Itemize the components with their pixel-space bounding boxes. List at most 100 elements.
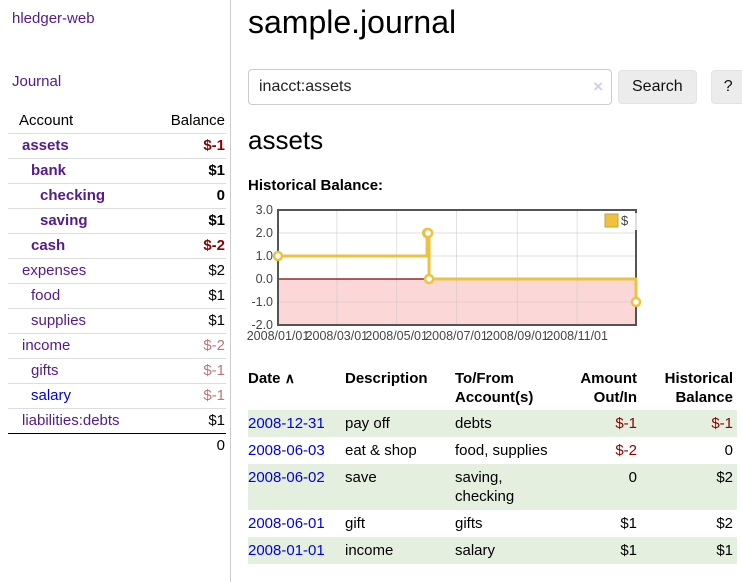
transaction-balance: $2	[716, 515, 733, 532]
account-balance: $-2	[145, 333, 226, 359]
account-row: cash $-2	[8, 233, 226, 259]
account-row: income $-2	[8, 333, 226, 359]
svg-text:2.0: 2.0	[256, 226, 273, 240]
account-link[interactable]: gifts	[31, 362, 59, 379]
accounts-tbody: assets $-1 bank $1 checking 0 saving $1 …	[8, 133, 226, 434]
sidebar: hledger-web Journal Account Balance asse…	[0, 0, 231, 582]
sort-asc-icon: ∧	[284, 370, 295, 386]
account-link[interactable]: bank	[31, 162, 67, 179]
account-heading: assets	[248, 125, 324, 155]
account-row: gifts $-1	[8, 358, 226, 384]
register-row: 2008-06-03 eat & shop food, supplies $-2…	[248, 437, 737, 464]
register-header-row: Date ∧ Description To/From Account(s) Am…	[248, 366, 737, 410]
transaction-date-link[interactable]: 2008-06-01	[248, 515, 325, 532]
register-row: 2008-01-01 income salary $1 $1	[248, 537, 737, 564]
svg-text:0.0: 0.0	[256, 272, 273, 286]
register-header-balance: Historical Balance	[664, 370, 733, 406]
register-header-amount: Amount Out/In	[580, 370, 637, 406]
accounts-header-balance: Balance	[145, 109, 226, 134]
svg-text:2008/11/01: 2008/11/01	[546, 329, 608, 343]
account-balance: 0	[145, 183, 226, 209]
transaction-date-link[interactable]: 2008-06-03	[248, 442, 325, 459]
search-button[interactable]: Search	[618, 70, 697, 104]
accounts-table: Account Balance assets $-1 bank $1 check…	[8, 109, 226, 458]
transaction-accounts: salary	[455, 542, 496, 559]
transaction-date-link[interactable]: 2008-01-01	[248, 542, 325, 559]
svg-text:3.0: 3.0	[256, 203, 273, 217]
transaction-description: income	[345, 542, 394, 559]
account-link[interactable]: assets	[22, 137, 69, 154]
svg-text:-2.0: -2.0	[251, 318, 273, 332]
svg-text:-1.0: -1.0	[251, 295, 273, 309]
svg-text:2008/03/01: 2008/03/01	[306, 329, 369, 343]
accounts-header-row: Account Balance	[8, 109, 226, 134]
register-row: 2008-12-31 pay off debts $-1 $-1	[248, 410, 737, 437]
account-row: bank $1	[8, 158, 226, 184]
transaction-amount: 0	[628, 469, 637, 486]
account-balance: $-1	[145, 358, 226, 384]
account-balance: $1	[145, 408, 226, 434]
page-title: sample.journal	[248, 4, 457, 40]
account-link[interactable]: cash	[31, 237, 66, 254]
svg-text:2008/01/01: 2008/01/01	[247, 329, 310, 343]
account-link[interactable]: supplies	[31, 312, 87, 329]
transaction-balance: $2	[716, 469, 733, 486]
account-link[interactable]: salary	[31, 387, 72, 404]
account-balance: $1	[145, 283, 226, 309]
accounts-total-balance: 0	[216, 437, 225, 454]
sidebar-item-journal[interactable]: Journal	[12, 73, 62, 90]
sort-by-date-link[interactable]: Date ∧	[248, 370, 295, 387]
account-link[interactable]: income	[22, 337, 71, 354]
search-box: ×	[248, 69, 612, 105]
search-bar: × Search ?	[248, 69, 742, 105]
account-row: checking 0	[8, 183, 226, 209]
app-title-link[interactable]: hledger-web	[12, 10, 95, 27]
account-row: food $1	[8, 283, 226, 309]
account-balance: $-2	[145, 233, 226, 259]
transaction-balance: $1	[716, 542, 733, 559]
account-row: expenses $2	[8, 258, 226, 284]
transaction-date-link[interactable]: 2008-06-02	[248, 469, 325, 486]
account-link[interactable]: expenses	[22, 262, 87, 279]
transaction-accounts: saving, checking	[455, 469, 515, 505]
help-button[interactable]: ?	[710, 70, 742, 104]
account-row: saving $1	[8, 208, 226, 234]
register-header-description: Description	[345, 370, 428, 387]
svg-text:2008/07/01: 2008/07/01	[425, 329, 488, 343]
accounts-header-account: Account	[8, 109, 146, 134]
account-link[interactable]: liabilities:debts	[22, 412, 120, 429]
transaction-description: gift	[345, 515, 366, 532]
svg-text:$: $	[621, 213, 629, 228]
account-row: supplies $1	[8, 308, 226, 334]
svg-text:1.0: 1.0	[256, 249, 273, 263]
historical-balance-chart: $3.0 2.0 1.0 0.0 -1.0 -2.0 2008/01/01 2008/03/0…	[247, 203, 648, 344]
register-row: 2008-06-02 save saving, checking 0 $2	[248, 464, 737, 510]
account-balance: $1	[145, 308, 226, 334]
transaction-amount: $-1	[615, 415, 637, 432]
register-tbody: 2008-12-31 pay off debts $-1 $-1 2008-06…	[248, 410, 737, 564]
svg-text:2008/09/01: 2008/09/01	[486, 329, 549, 343]
register-table: Date ∧ Description To/From Account(s) Am…	[248, 366, 737, 564]
transaction-accounts: gifts	[455, 515, 483, 532]
transaction-amount: $1	[620, 542, 637, 559]
account-row: liabilities:debts $1	[8, 408, 226, 434]
transaction-balance: $-1	[711, 415, 733, 432]
account-link[interactable]: food	[31, 287, 61, 304]
accounts-total-row: 0	[8, 434, 226, 459]
chart-label: Historical Balance:	[248, 177, 384, 194]
transaction-balance: 0	[724, 442, 733, 459]
account-link[interactable]: checking	[40, 187, 106, 204]
search-input[interactable]	[248, 69, 612, 105]
account-row: salary $-1	[8, 383, 226, 409]
account-link[interactable]: saving	[40, 212, 88, 229]
transaction-accounts: debts	[455, 415, 492, 432]
account-balance: $-1	[145, 133, 226, 159]
register-row: 2008-06-01 gift gifts $1 $2	[248, 510, 737, 537]
transaction-date-link[interactable]: 2008-12-31	[248, 415, 325, 432]
account-balance: $1	[145, 208, 226, 234]
account-balance: $-1	[145, 383, 226, 409]
register-header-accounts: To/From Account(s)	[455, 370, 534, 406]
transaction-description: eat & shop	[345, 442, 417, 459]
clear-search-icon[interactable]: ×	[593, 77, 603, 96]
